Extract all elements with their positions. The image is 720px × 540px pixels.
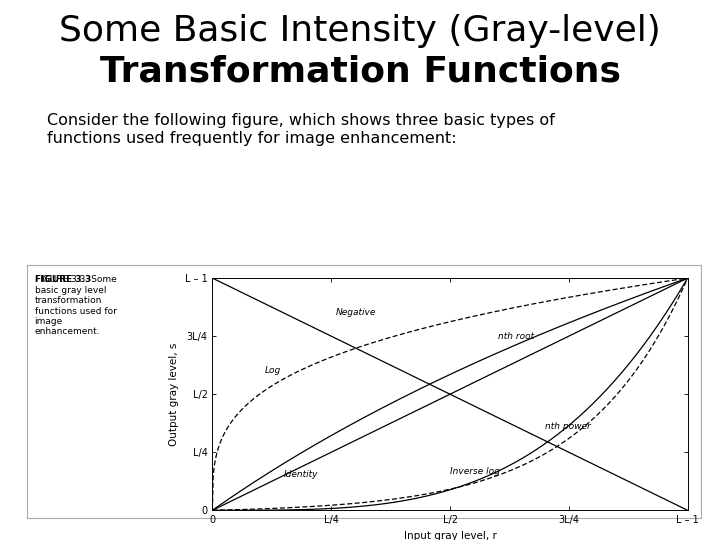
Text: Log: Log (265, 367, 281, 375)
Text: FIGURE 3.3: FIGURE 3.3 (35, 275, 91, 285)
Y-axis label: Output gray level, s: Output gray level, s (169, 342, 179, 446)
Text: Identity: Identity (284, 470, 318, 479)
Text: nth root: nth root (498, 332, 534, 341)
Text: Consider the following figure, which shows three basic types of
functions used f: Consider the following figure, which sho… (47, 113, 554, 146)
X-axis label: Input gray level, r: Input gray level, r (404, 531, 496, 540)
Text: Inverse log: Inverse log (450, 468, 500, 476)
Text: Transformation Functions: Transformation Functions (99, 54, 621, 88)
Text: nth power: nth power (545, 422, 591, 431)
Text: Negative: Negative (336, 308, 377, 318)
Text: FIGURE 3.3  Some
basic gray level
transformation
functions used for
image
enhanc: FIGURE 3.3 Some basic gray level transfo… (35, 275, 117, 336)
Text: Some Basic Intensity (Gray-level): Some Basic Intensity (Gray-level) (59, 14, 661, 48)
